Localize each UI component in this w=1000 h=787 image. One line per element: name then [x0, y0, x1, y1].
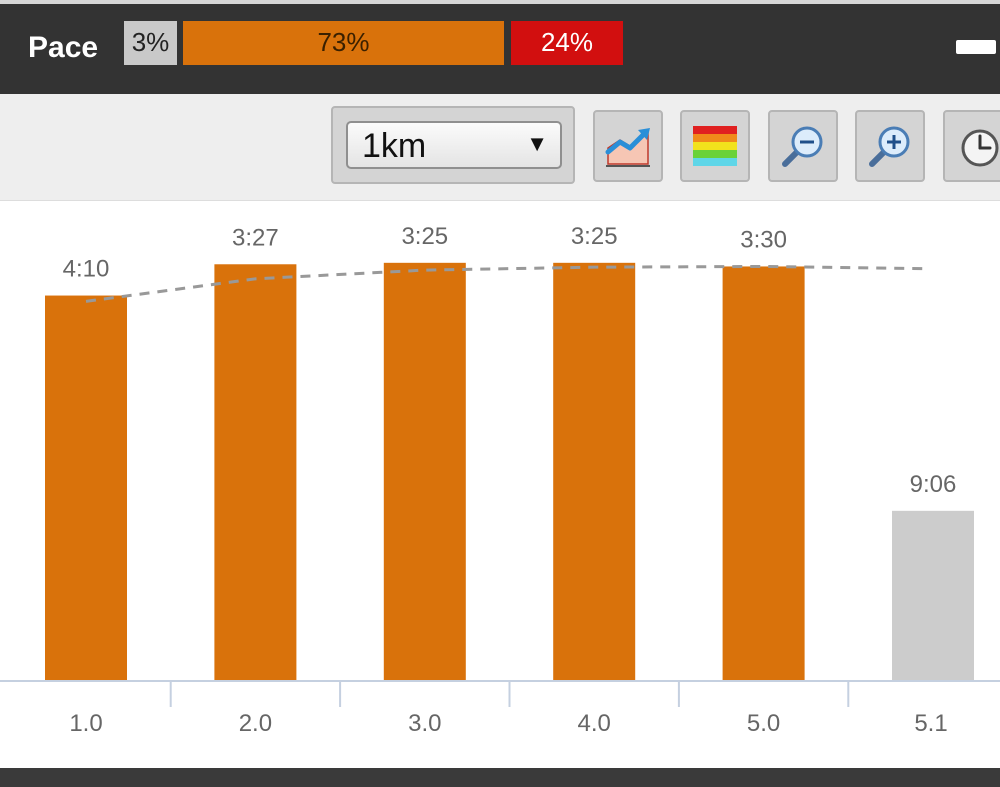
trend-line: [85, 264, 924, 303]
zoom-out-icon: [782, 126, 823, 167]
zoom-out-button[interactable]: [768, 110, 838, 182]
x-tick-label-3.0: 3.0: [408, 710, 441, 737]
color-zones-icon: [693, 126, 737, 166]
time-axis-button[interactable]: [943, 110, 1000, 182]
trend-chart-button[interactable]: [593, 110, 663, 182]
clock-icon: [961, 129, 999, 167]
zoom-in-icon: [869, 126, 910, 167]
x-tick-label-1.0: 1.0: [69, 710, 102, 737]
x-tick-label-5.0: 5.0: [747, 710, 780, 737]
pace-bar-5.0[interactable]: [722, 266, 805, 681]
pace-bar-3.0[interactable]: [383, 262, 466, 681]
value-label-4.0: 3:25: [571, 223, 618, 250]
x-tick-label-4.0: 4.0: [578, 710, 611, 737]
x-tick-label-5.1: 5.1: [914, 710, 947, 737]
trend-chart-icon: [605, 128, 650, 167]
zone-easy-segment: 3%: [124, 21, 177, 65]
zoom-in-button[interactable]: [855, 110, 925, 182]
value-label-1.0: 4:10: [63, 256, 110, 283]
value-label-3.0: 3:25: [401, 223, 448, 250]
dropdown-arrow-icon: ▼: [526, 131, 548, 156]
pace-header: Pace 3% 73% 24%: [0, 0, 1000, 94]
pace-bar-1.0[interactable]: [45, 295, 127, 681]
value-label-5.1: 9:06: [910, 471, 957, 498]
minimize-button[interactable]: [956, 40, 996, 54]
pace-title: Pace: [28, 31, 99, 64]
zone-moderate-segment: 73%: [183, 21, 504, 65]
pace-bar-chart: 4:10 3:27 3:25 3:25 3:30 9:06 1.0 2.0 3.0 4.0 5.0 5…: [0, 223, 1000, 737]
value-label-5.0: 3:30: [740, 226, 787, 253]
pace-bar-5.1[interactable]: [892, 510, 974, 681]
split-distance-select[interactable]: 1km ▼: [346, 121, 562, 169]
pace-bar-4.0[interactable]: [553, 262, 636, 681]
bottom-bar: [0, 768, 1000, 787]
split-distance-value: 1km: [362, 127, 427, 165]
chart-toolbar: 1km ▼: [0, 94, 1000, 201]
value-label-2.0: 3:27: [232, 224, 279, 251]
split-select-frame: 1km ▼: [331, 106, 575, 184]
top-map-strip: [0, 0, 1000, 4]
pace-bar-2.0[interactable]: [214, 264, 297, 681]
color-zones-button[interactable]: [680, 110, 750, 182]
zone-hard-segment: 24%: [511, 21, 623, 65]
x-tick-label-2.0: 2.0: [239, 710, 272, 737]
